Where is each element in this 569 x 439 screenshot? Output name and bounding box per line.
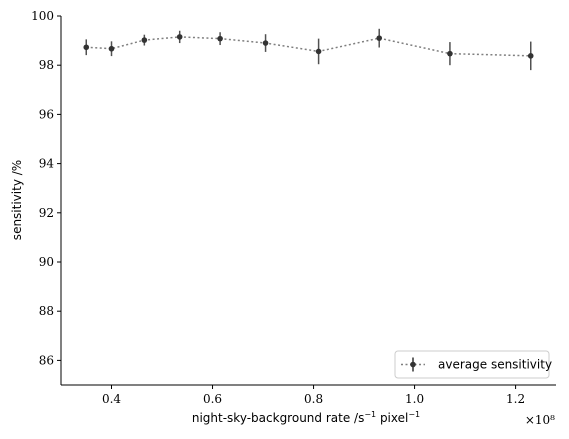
data-point xyxy=(141,37,148,43)
data-point xyxy=(217,35,223,42)
y-axis-label: sensitivity /% xyxy=(10,160,24,240)
y-tick-label: 92 xyxy=(39,206,54,220)
y-tick-label: 96 xyxy=(39,107,54,121)
legend-marker xyxy=(410,361,416,368)
y-tick-label: 100 xyxy=(31,9,54,23)
x-axis-label-main: night-sky-background rate /s xyxy=(192,411,364,425)
data-point xyxy=(176,34,183,40)
x-tick-label: 1.0 xyxy=(405,392,424,406)
x-axis-label: night-sky-background rate /s−1 pixel−1 xyxy=(192,410,420,425)
x-tick-label: 0.6 xyxy=(203,392,222,406)
x-axis-scale-label: ×10⁸ xyxy=(525,413,555,427)
data-point xyxy=(262,40,269,46)
data-point xyxy=(527,53,534,59)
data-point xyxy=(108,45,115,52)
x-tick-label: 0.4 xyxy=(102,392,121,406)
legend-label: average sensitivity xyxy=(438,358,552,372)
x-axis-label-mid: pixel xyxy=(376,411,408,425)
y-tick-label: 86 xyxy=(39,353,54,367)
y-tick-label: 98 xyxy=(39,58,54,72)
data-point xyxy=(315,48,322,55)
series-line-0 xyxy=(86,36,531,57)
legend-box xyxy=(394,350,550,379)
data-point xyxy=(447,50,453,57)
data-point xyxy=(83,44,90,51)
x-tick-label: 1.2 xyxy=(506,392,525,406)
x-axis-label-exp2: −1 xyxy=(408,410,420,419)
x-tick-label: 0.8 xyxy=(304,392,323,406)
y-tick-label: 90 xyxy=(39,255,54,269)
y-tick-label: 94 xyxy=(39,157,55,171)
data-point xyxy=(376,35,383,41)
y-tick-label: 88 xyxy=(39,304,54,318)
x-axis-label-exp1: −1 xyxy=(364,410,376,419)
